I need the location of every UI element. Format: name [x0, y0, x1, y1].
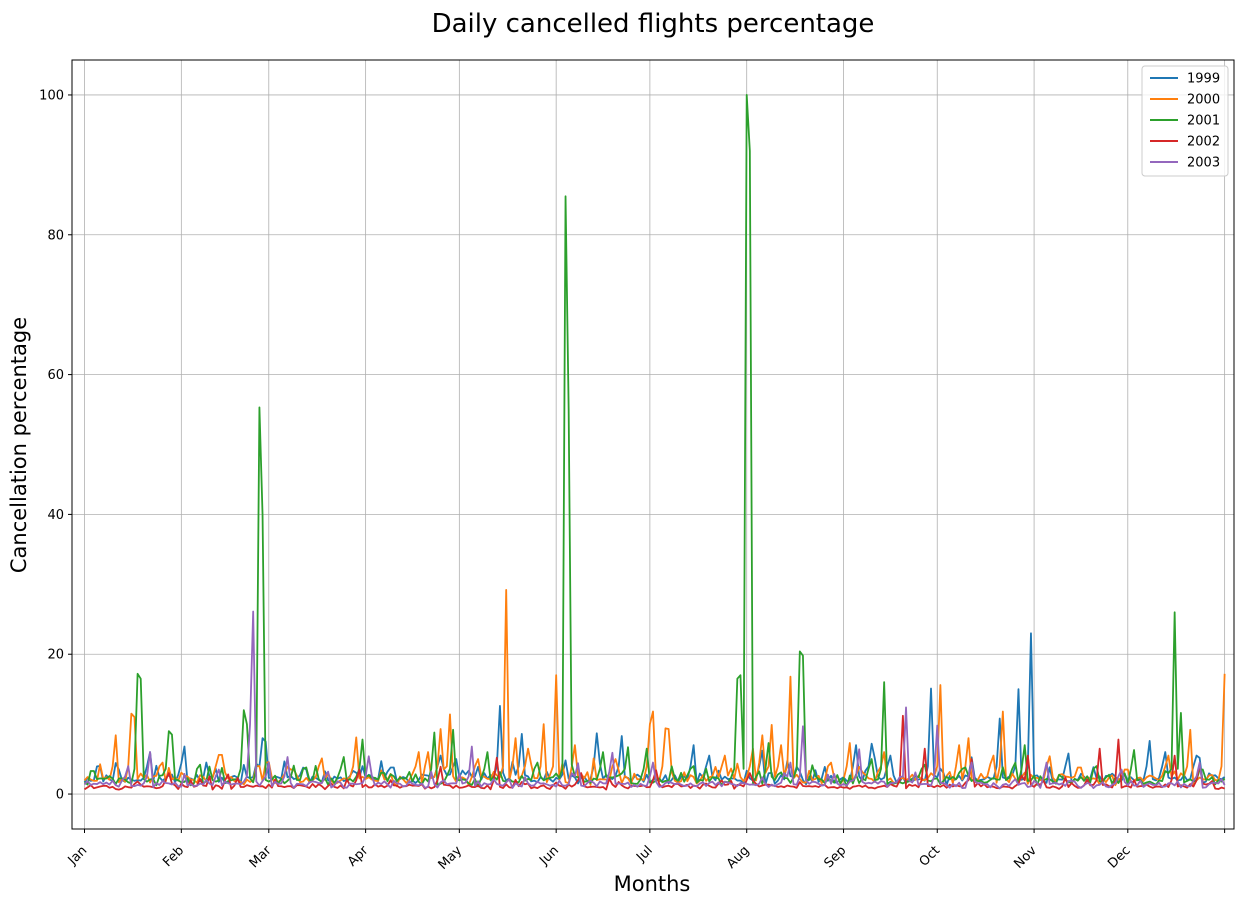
x-axis-label: Months [614, 872, 691, 896]
legend-entries: 1999 2000 2001 2002 2003 [1150, 72, 1220, 171]
series-line-2001 [83, 94, 1226, 788]
legend-label-1999: 1999 [1187, 72, 1220, 87]
x-tick-label: Feb [160, 843, 187, 870]
y-axis-label: Cancellation percentage [7, 317, 31, 573]
x-tick-label: Jan [65, 843, 90, 868]
chart-title: Daily cancelled flights percentage [432, 9, 875, 39]
series-line-2003 [83, 610, 1226, 790]
y-tick-label: 40 [47, 508, 64, 523]
y-tick-label: 0 [56, 788, 64, 803]
legend-label-2002: 2002 [1187, 135, 1220, 150]
plot-area-frame [71, 59, 1235, 830]
y-tick-label: 20 [47, 648, 64, 663]
x-tick-label: Nov [1011, 843, 1040, 872]
legend-label-2001: 2001 [1187, 114, 1220, 129]
x-tick-label: Jul [633, 843, 655, 865]
x-tick-label: May [436, 843, 466, 873]
x-tick-label: Oct [917, 843, 944, 870]
y-tick-label: 80 [47, 228, 64, 243]
x-axis-ticks: Jan Feb Mar Apr May Jun Jul Aug Sep Oct Nov Dec [65, 829, 1226, 873]
x-tick-label: Apr [345, 843, 372, 870]
legend-label-2003: 2003 [1187, 156, 1220, 171]
y-tick-label: 100 [39, 88, 64, 103]
x-tick-label: Sep [821, 843, 849, 871]
x-tick-label: Aug [724, 843, 753, 872]
legend: 1999 2000 2001 2002 2003 [1141, 65, 1229, 177]
y-axis-ticks: 0 20 40 60 80 100 [39, 88, 72, 803]
series-lines [83, 94, 1226, 791]
x-tick-label: Dec [1105, 843, 1133, 871]
legend-label-2000: 2000 [1187, 93, 1220, 108]
x-tick-label: Jun [536, 843, 562, 869]
y-tick-label: 60 [47, 368, 64, 383]
x-tick-label: Mar [247, 843, 275, 871]
legend-frame [1141, 65, 1229, 177]
grid-lines [72, 60, 1234, 829]
